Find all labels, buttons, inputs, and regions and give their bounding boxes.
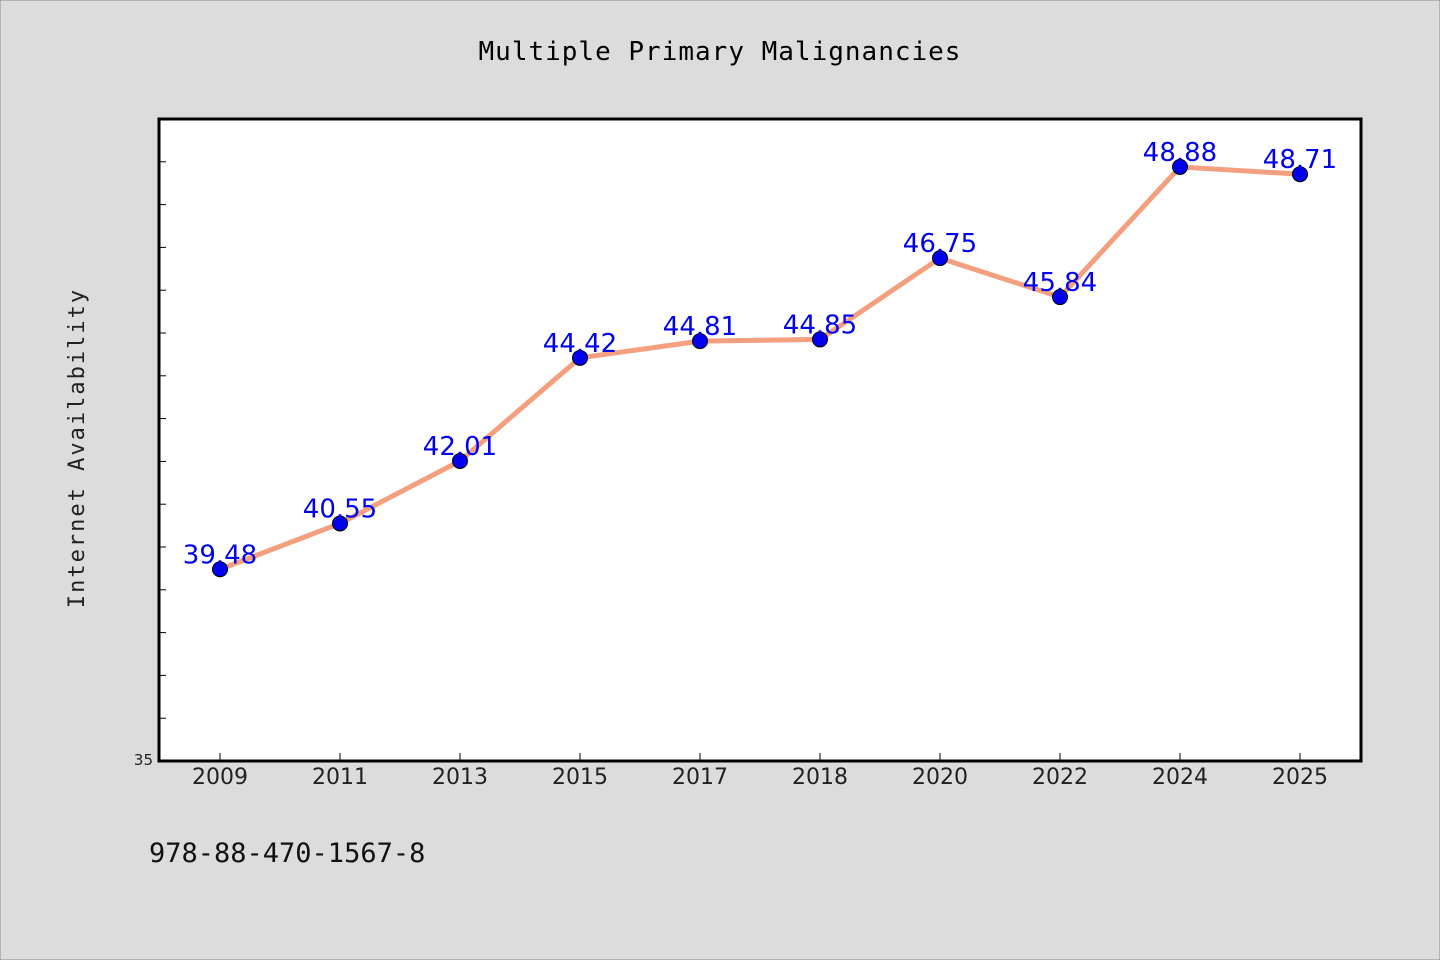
x-tick-label: 2020 — [912, 765, 968, 790]
x-tick-label: 2013 — [432, 765, 488, 790]
x-tick-label: 2022 — [1032, 765, 1088, 790]
data-point — [212, 561, 228, 578]
x-tick-label: 2018 — [792, 765, 848, 790]
series-line — [217, 164, 1303, 572]
data-label: 48.88 — [1143, 138, 1217, 168]
x-tick-label: 2025 — [1272, 765, 1328, 790]
y-axis-ticks: 35 — [134, 161, 166, 769]
data-label: 46.75 — [903, 229, 977, 259]
chart-title: Multiple Primary Malignancies — [479, 37, 962, 67]
data-point — [812, 331, 828, 348]
data-label: 48.71 — [1263, 145, 1337, 175]
data-labels: 39.48 40.55 42.01 44.42 44.81 44.85 46.75 45.84… — [183, 138, 1337, 570]
data-label: 45.84 — [1023, 268, 1097, 298]
x-tick-label: 2009 — [192, 765, 248, 790]
data-label: 39.48 — [183, 540, 257, 570]
data-point — [692, 333, 708, 350]
x-tick-label: 2015 — [552, 765, 608, 790]
data-markers — [212, 158, 1308, 578]
x-tick-label: 2017 — [672, 765, 728, 790]
series-line-group — [217, 164, 1303, 572]
data-label: 44.85 — [783, 310, 857, 340]
data-point — [452, 452, 468, 469]
data-label: 42.01 — [423, 432, 497, 462]
footer-code: 978-88-470-1567-8 — [149, 838, 425, 869]
data-label: 40.55 — [303, 494, 377, 524]
data-point — [332, 515, 348, 532]
plot-area — [157, 117, 1363, 763]
y-axis-label: Internet Availability — [65, 288, 90, 608]
data-point — [1172, 158, 1188, 175]
data-point — [1052, 289, 1068, 306]
x-axis-ticks: 2009 2011 2013 2015 2017 2018 2020 2022 2024 2025 — [192, 753, 1328, 790]
data-point — [572, 349, 588, 366]
x-tick-label: 2011 — [312, 765, 368, 790]
data-point — [1292, 166, 1308, 183]
y-tick-label: 35 — [134, 751, 153, 769]
x-tick-label: 2024 — [1152, 765, 1208, 790]
data-point — [932, 250, 948, 267]
data-label: 44.81 — [663, 312, 737, 342]
data-label: 44.42 — [543, 329, 617, 359]
